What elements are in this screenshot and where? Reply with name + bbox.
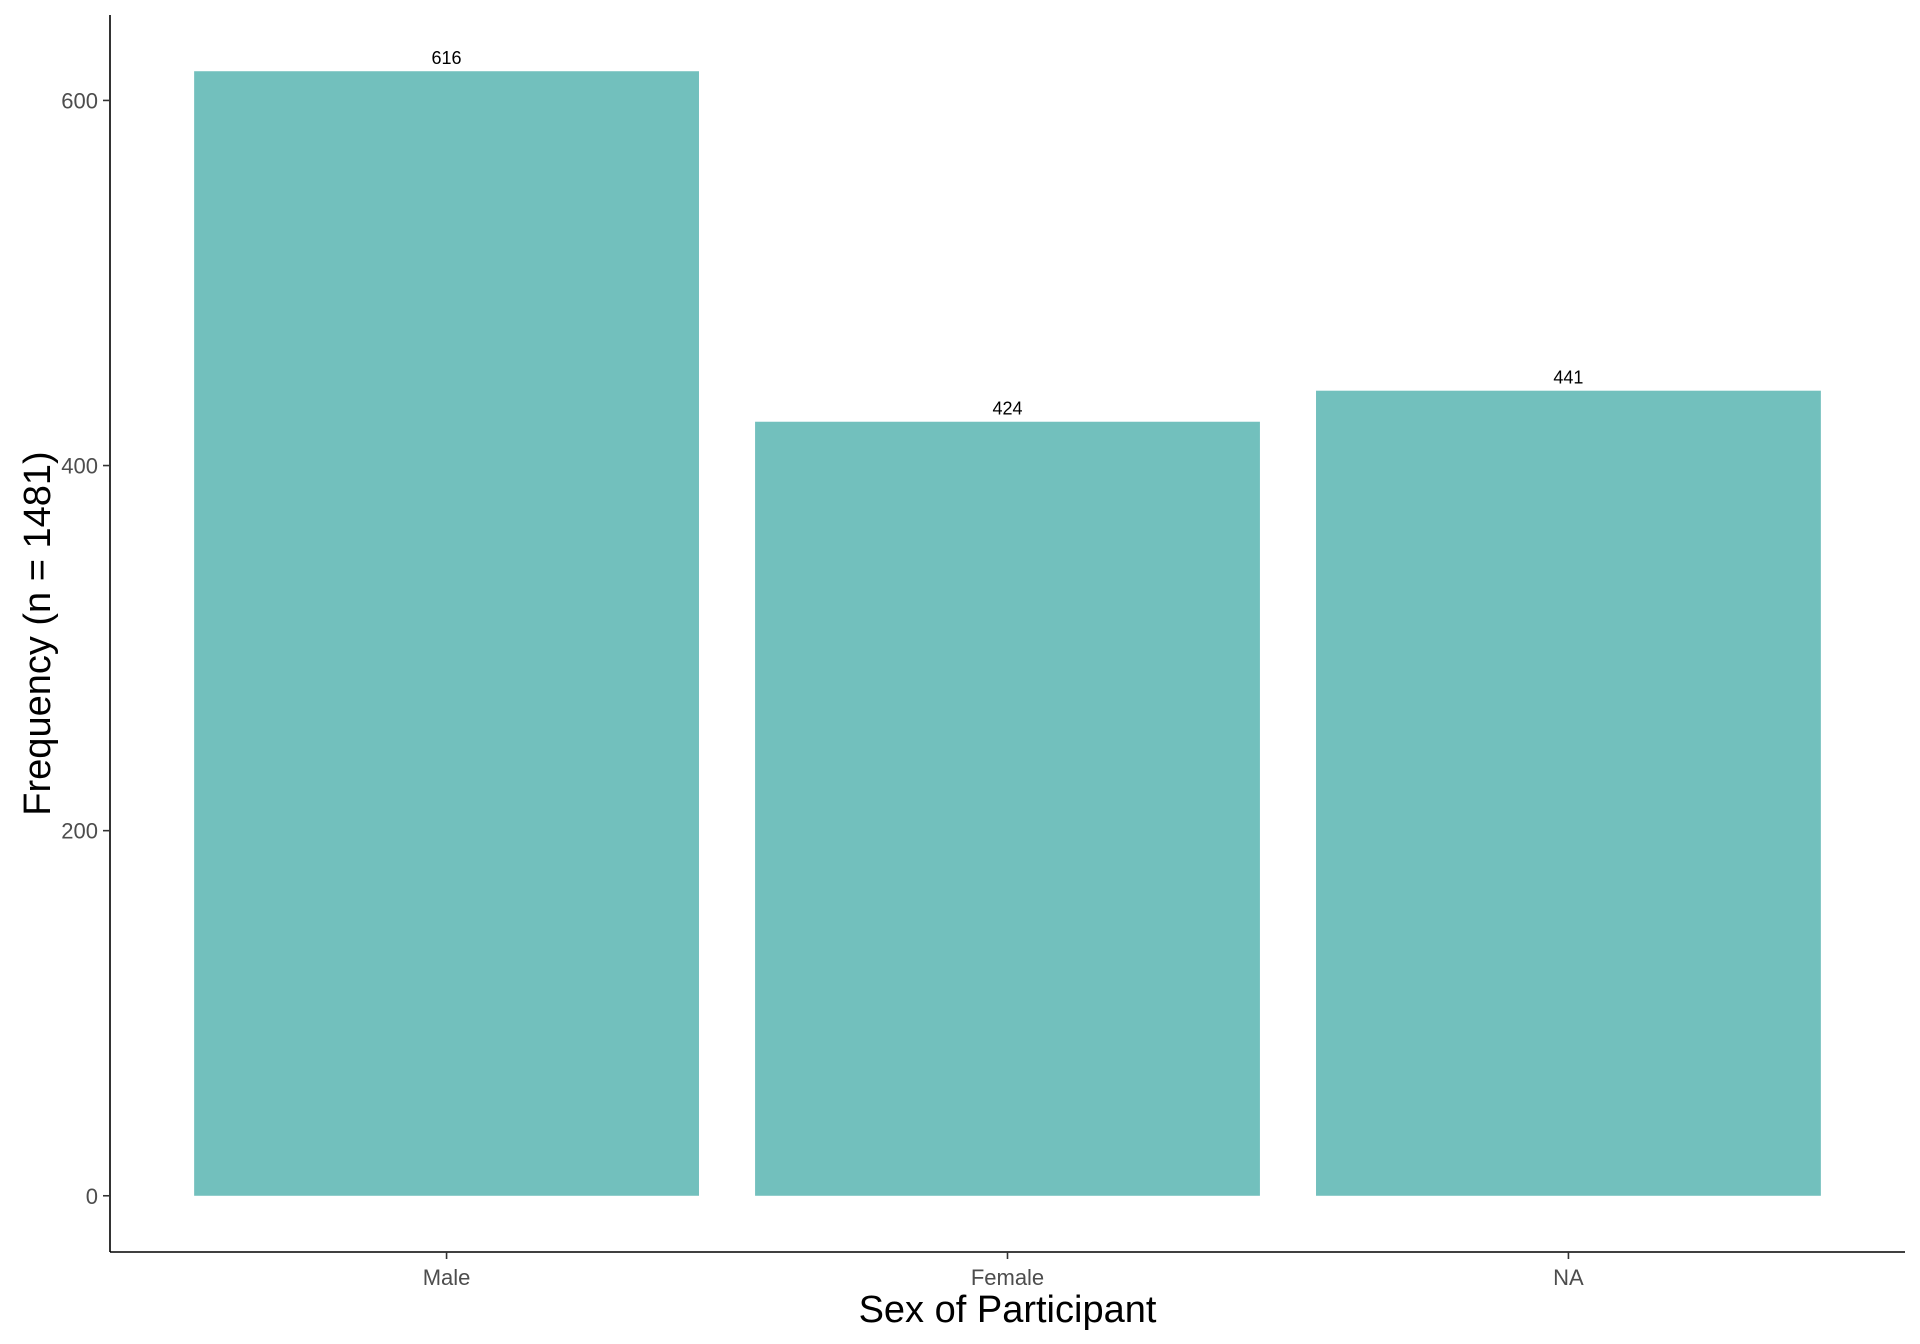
x-tick-label-na: NA [1553, 1265, 1584, 1290]
y-tick-label: 0 [86, 1184, 98, 1209]
data-label-female: 424 [992, 399, 1022, 419]
y-tick-label: 400 [61, 454, 98, 479]
x-axis-title: Sex of Participant [859, 1289, 1157, 1331]
data-label-male: 616 [432, 48, 462, 68]
bars-group [194, 71, 1821, 1196]
x-axis: Male Female NA [110, 1251, 1905, 1290]
data-label-na: 441 [1553, 368, 1583, 388]
bar-female [755, 421, 1260, 1196]
x-tick-label-female: Female [971, 1265, 1044, 1290]
bar-na [1316, 390, 1821, 1196]
y-tick-label: 600 [61, 88, 98, 113]
y-axis-title: Frequency (n = 1481) [17, 451, 59, 815]
x-tick-label-male: Male [423, 1265, 471, 1290]
y-axis: 0 200 400 600 [61, 15, 111, 1252]
data-labels-group: 616 424 441 [432, 48, 1584, 419]
bar-male [194, 71, 699, 1196]
y-tick-label: 200 [61, 819, 98, 844]
